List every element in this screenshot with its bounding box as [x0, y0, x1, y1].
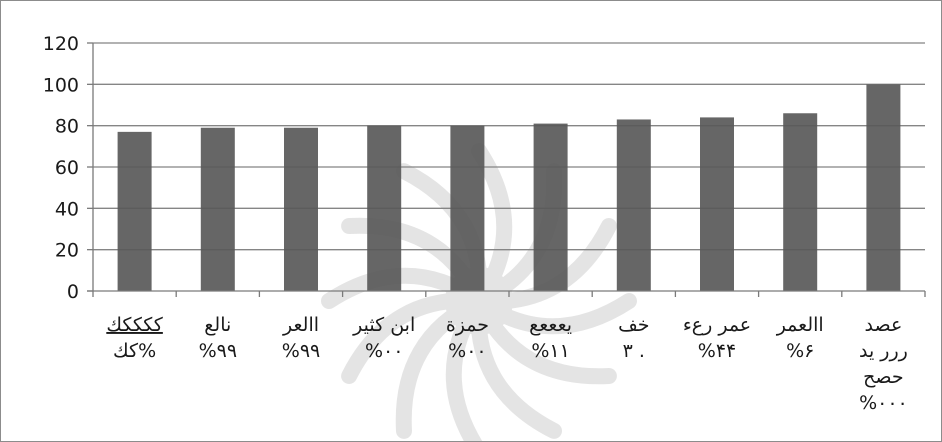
watermark-petal: [471, 143, 513, 309]
bar: [200, 127, 235, 291]
bar: [367, 125, 402, 292]
watermark-petal: [470, 293, 562, 439]
x-category-label: عصد ررر يد حصح %۰۰۰: [859, 314, 908, 414]
y-tick-label: 20: [55, 240, 79, 262]
y-tick-label: 80: [55, 116, 79, 138]
watermark-petal: [445, 293, 487, 441]
watermark-petal: [341, 292, 487, 384]
x-category-label: ابن كثير %۰۰: [352, 314, 415, 362]
bar: [450, 125, 485, 292]
x-category-label: نالع %۹۹: [199, 314, 237, 362]
y-tick-label: 60: [55, 157, 79, 179]
x-category-label: ككككك كك%: [106, 314, 163, 362]
y-tick-label: 40: [55, 198, 79, 220]
bar: [284, 127, 318, 291]
y-tick-label: 100: [43, 74, 79, 96]
x-category-label: حمزة %۰۰: [446, 314, 489, 362]
x-category-label: االعر %۹۹: [282, 314, 320, 362]
x-category-label: خف ۳ .: [618, 314, 649, 362]
y-tick-label: 0: [67, 281, 79, 303]
watermark-petal: [395, 293, 487, 439]
x-category-label: االعمر %۶: [776, 314, 824, 362]
x-category-label: يعععع %۱۱: [529, 314, 572, 362]
bar: [616, 119, 651, 291]
axes: [87, 42, 926, 297]
bar: [783, 113, 818, 292]
y-tick-labels: 0 20 40 60 80 100 120: [43, 33, 79, 303]
bar: [700, 117, 734, 292]
bars: [117, 84, 901, 292]
bar: [533, 123, 568, 291]
x-category-labels: ككككك كك% نالع %۹۹ االعر %۹۹ ابن كثير %۰۰ حمزة %۰…: [106, 314, 907, 414]
y-tick-label: 120: [43, 33, 79, 55]
bar: [866, 84, 901, 291]
bar: [117, 131, 152, 291]
x-category-label: عمر رعء %۴۴: [683, 314, 751, 362]
watermark-petal: [471, 293, 637, 335]
watermark-petal: [471, 293, 617, 385]
